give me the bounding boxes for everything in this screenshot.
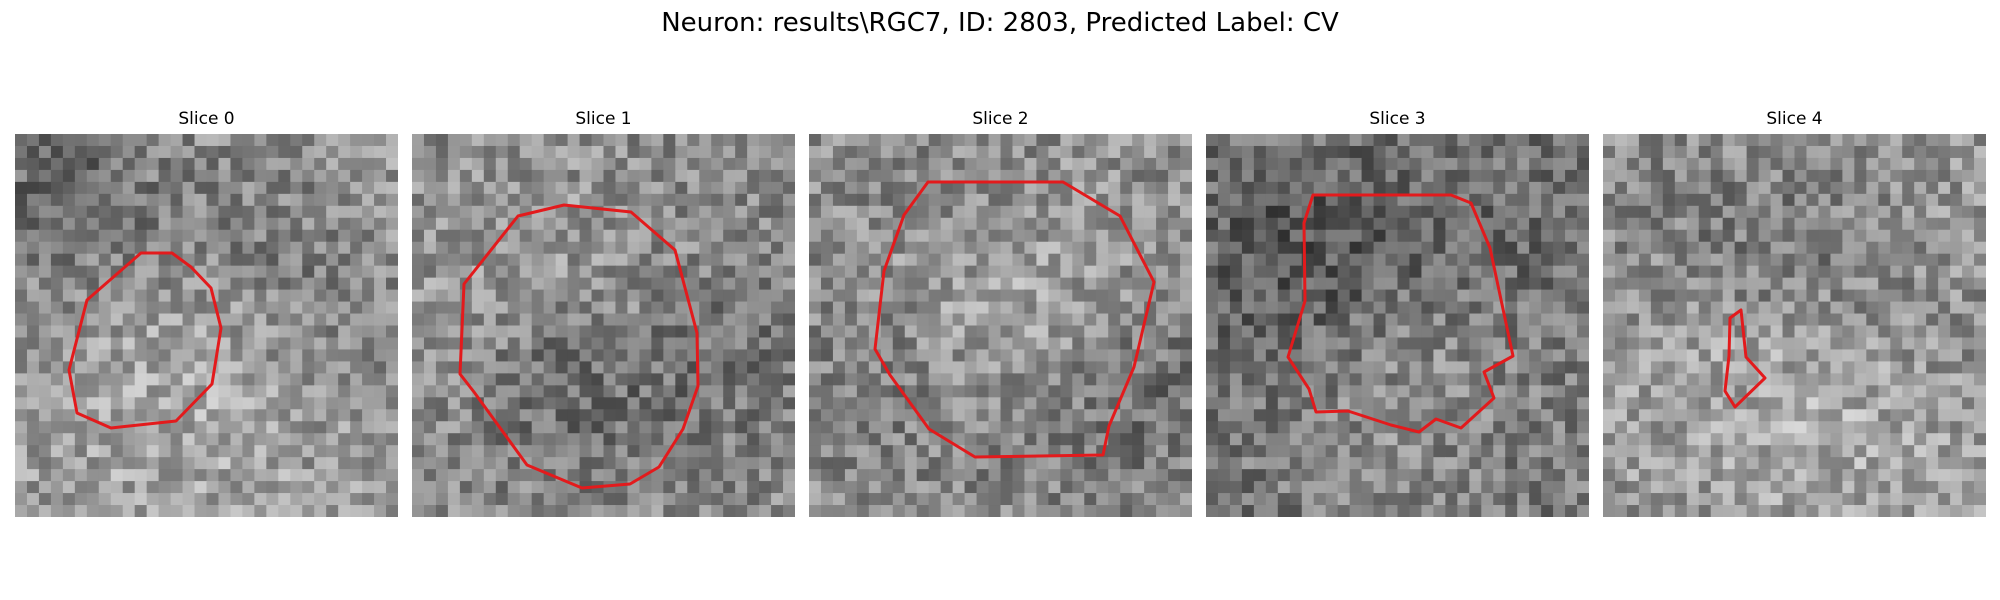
- slice-panel-2: Slice 2: [809, 108, 1192, 517]
- contour-outline-3: [1286, 193, 1515, 434]
- pixel-grid-2: [809, 134, 1192, 517]
- contour-outline-2: [873, 180, 1156, 459]
- slice-svg-2: [809, 134, 1192, 517]
- slice-title-0: Slice 0: [178, 109, 235, 129]
- pixel-grid-0: [15, 134, 398, 517]
- slice-title-3: Slice 3: [1369, 109, 1426, 129]
- figure-title: Neuron: results\RGC7, ID: 2803, Predicte…: [661, 8, 1339, 38]
- slice-svg-1: [412, 134, 795, 517]
- slice-image-1: [412, 134, 795, 517]
- slice-svg-3: [1206, 134, 1589, 517]
- pixel-grid-4: [1603, 134, 1986, 517]
- slice-image-2: [809, 134, 1192, 517]
- slice-image-4: [1603, 134, 1986, 517]
- slice-svg-4: [1603, 134, 1986, 517]
- slice-image-3: [1206, 134, 1589, 517]
- slice-panel-1: Slice 1: [412, 108, 795, 517]
- contour-outline-0: [67, 251, 223, 430]
- slice-panel-4: Slice 4: [1603, 108, 1986, 517]
- slice-title-2: Slice 2: [972, 109, 1029, 129]
- pixel-grid-3: [1206, 134, 1589, 517]
- slice-title-4: Slice 4: [1766, 109, 1823, 129]
- contour-outline-4: [1723, 308, 1767, 409]
- slice-panel-0: Slice 0: [15, 108, 398, 517]
- slice-title-1: Slice 1: [575, 109, 632, 129]
- contour-outline-1: [458, 203, 700, 490]
- pixel-grid-1: [412, 134, 795, 517]
- slice-svg-0: [15, 134, 398, 517]
- slice-panel-3: Slice 3: [1206, 108, 1589, 517]
- slice-image-0: [15, 134, 398, 517]
